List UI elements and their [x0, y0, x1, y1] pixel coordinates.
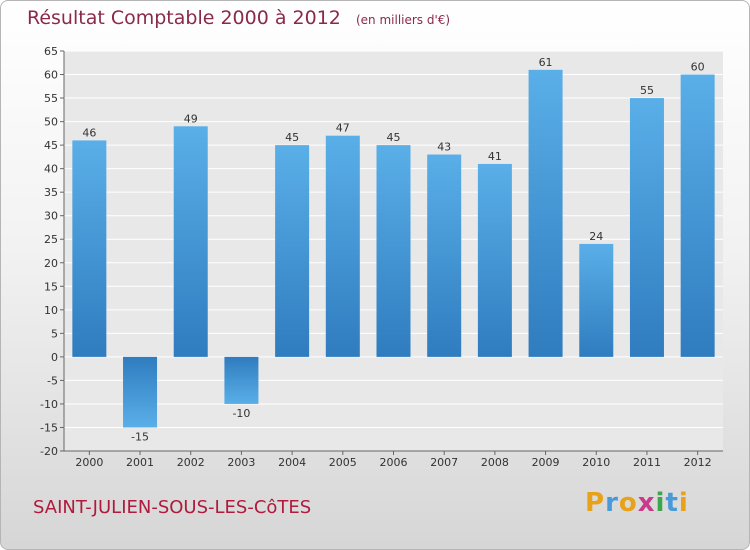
- data-label: 41: [488, 150, 502, 163]
- y-tick-label: 50: [44, 116, 58, 129]
- y-tick-label: 20: [44, 257, 58, 270]
- data-label: 55: [640, 84, 654, 97]
- x-tick-label: 2007: [430, 456, 458, 469]
- bar: [376, 145, 411, 357]
- y-tick-label: 45: [44, 139, 58, 152]
- data-label: 45: [387, 131, 401, 144]
- logo-letter: i: [655, 488, 666, 518]
- data-label: 45: [285, 131, 299, 144]
- x-tick-label: 2011: [633, 456, 661, 469]
- logo-letter: t: [665, 488, 679, 518]
- x-tick-label: 2010: [582, 456, 610, 469]
- x-tick-label: 2005: [329, 456, 357, 469]
- bar: [680, 74, 715, 357]
- bar: [325, 135, 360, 357]
- proxiti-logo: Proxiti: [585, 488, 689, 518]
- bar: [477, 163, 512, 357]
- logo-letter: r: [605, 488, 619, 518]
- bar: [427, 154, 462, 357]
- data-label: 43: [437, 141, 451, 154]
- x-tick-label: 2000: [75, 456, 103, 469]
- bar: [629, 98, 664, 357]
- y-tick-label: 0: [51, 351, 58, 364]
- bar: [528, 69, 563, 357]
- x-tick-label: 2002: [177, 456, 205, 469]
- bar: [224, 356, 259, 404]
- data-label: 24: [589, 230, 603, 243]
- logo-letter: i: [678, 488, 689, 518]
- data-label: 47: [336, 122, 350, 135]
- y-tick-label: 15: [44, 280, 58, 293]
- y-tick-label: -10: [40, 398, 58, 411]
- y-tick-label: -5: [47, 374, 58, 387]
- y-tick-label: 5: [51, 327, 58, 340]
- commune-name: SAINT-JULIEN-SOUS-LES-CôTES: [33, 497, 312, 518]
- y-tick-label: 60: [44, 69, 58, 82]
- x-tick-label: 2008: [481, 456, 509, 469]
- x-tick-label: 2006: [380, 456, 408, 469]
- y-tick-label: -15: [40, 421, 58, 434]
- x-tick-label: 2001: [126, 456, 154, 469]
- y-tick-label: 30: [44, 210, 58, 223]
- y-tick-label: 25: [44, 233, 58, 246]
- chart-title-text: Résultat Comptable 2000 à 2012: [27, 7, 341, 29]
- bar: [72, 140, 107, 357]
- bar: [275, 145, 310, 357]
- data-label: -15: [131, 430, 149, 443]
- data-label: 49: [184, 112, 198, 125]
- x-tick-label: 2009: [532, 456, 560, 469]
- chart-unit: (en milliers d'€): [355, 13, 451, 27]
- y-tick-label: 35: [44, 186, 58, 199]
- y-tick-label: 65: [44, 45, 58, 58]
- logo-letter: o: [618, 488, 638, 518]
- data-label: 46: [82, 126, 96, 139]
- x-tick-label: 2003: [227, 456, 255, 469]
- bar: [173, 126, 208, 357]
- bar: [579, 243, 614, 357]
- bar: [123, 356, 158, 428]
- y-tick-label: 55: [44, 92, 58, 105]
- x-tick-label: 2004: [278, 456, 306, 469]
- y-tick-label: 10: [44, 304, 58, 317]
- data-label: 60: [691, 61, 705, 74]
- logo-letter: x: [637, 488, 656, 518]
- logo-letter: P: [585, 488, 606, 518]
- data-label: 61: [539, 56, 553, 69]
- chart-title: Résultat Comptable 2000 à 2012 (en milli…: [27, 7, 450, 29]
- y-tick-label: 40: [44, 163, 58, 176]
- x-tick-label: 2012: [684, 456, 712, 469]
- y-tick-label: -20: [40, 445, 58, 458]
- data-label: -10: [232, 407, 250, 420]
